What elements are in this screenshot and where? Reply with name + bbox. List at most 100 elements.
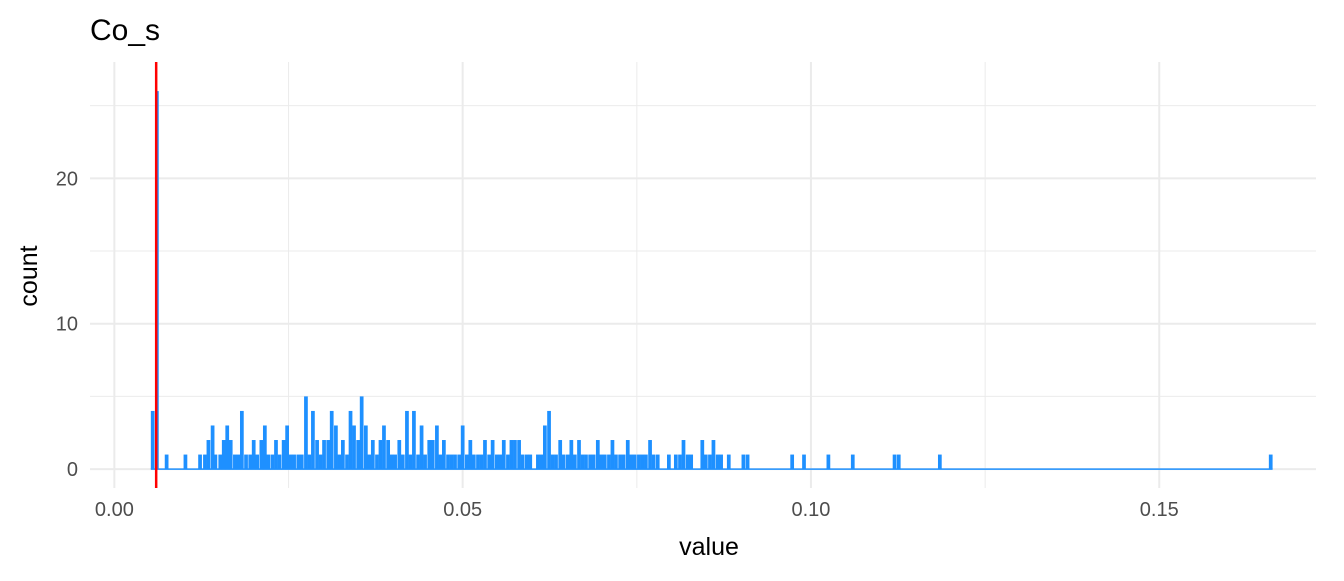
histogram-bar xyxy=(326,440,331,470)
histogram-bar xyxy=(315,440,319,470)
histogram-bar xyxy=(850,454,855,470)
y-tick-label: 0 xyxy=(67,459,78,481)
histogram-bar xyxy=(572,454,577,470)
histogram-bar xyxy=(430,440,435,470)
histogram-bar xyxy=(468,440,473,470)
histogram-bar xyxy=(363,425,368,470)
histogram-bar xyxy=(423,454,427,470)
histogram-bar xyxy=(577,440,581,470)
y-tick-label: 10 xyxy=(56,314,78,336)
histogram-bar xyxy=(703,454,708,470)
histogram-bar xyxy=(397,440,402,470)
histogram-bar xyxy=(367,454,372,470)
histogram-bar xyxy=(464,454,469,470)
histogram-bar xyxy=(285,425,289,470)
histogram-bar xyxy=(892,454,897,470)
histogram-bar xyxy=(322,440,326,470)
chart-title: Co_s xyxy=(90,14,160,47)
histogram-bar xyxy=(528,454,533,470)
histogram-bar xyxy=(270,454,275,470)
histogram-bar xyxy=(277,454,282,470)
histogram-bar xyxy=(937,454,942,470)
histogram-bar xyxy=(595,440,600,470)
histogram-bar xyxy=(476,454,480,470)
histogram-bar xyxy=(745,454,750,470)
histogram-bar xyxy=(607,454,611,470)
histogram-bar xyxy=(584,454,588,470)
histogram-bar xyxy=(673,454,678,470)
histogram-bar xyxy=(225,425,230,470)
histogram-bar xyxy=(345,454,349,470)
histogram-bar xyxy=(896,454,901,470)
histogram-bar xyxy=(378,440,383,470)
histogram-bar xyxy=(206,440,211,470)
histogram-bar xyxy=(356,440,361,470)
histogram-bar xyxy=(203,454,207,470)
histogram-bar xyxy=(442,440,446,470)
histogram-bar xyxy=(602,454,607,470)
histogram-bar xyxy=(506,454,510,470)
histogram-bar xyxy=(543,425,547,470)
grid xyxy=(90,62,1316,488)
histogram-bar xyxy=(233,454,237,470)
histogram-bar xyxy=(681,440,686,470)
histogram-bar xyxy=(318,454,323,470)
histogram-bar xyxy=(632,454,637,470)
histogram-bar xyxy=(708,454,712,470)
histogram-bar xyxy=(826,454,831,470)
histogram-bar xyxy=(479,454,484,470)
histogram-bar xyxy=(678,454,682,470)
histogram-bar xyxy=(435,425,439,470)
histogram-bar xyxy=(164,454,169,470)
histogram-bar xyxy=(150,410,155,470)
histogram-bar xyxy=(292,454,296,470)
histogram-bar xyxy=(621,454,626,470)
histogram-bar xyxy=(711,440,716,470)
histogram-bar xyxy=(251,440,256,470)
histogram-bar xyxy=(614,454,618,470)
histogram-bar xyxy=(554,454,558,470)
tick-labels: 0.00 0.05 0.10 0.15 0 10 20 xyxy=(56,168,1179,521)
histogram-bar xyxy=(520,454,525,470)
histogram-bar xyxy=(307,454,312,470)
histogram-bar xyxy=(340,440,345,470)
histogram-bar xyxy=(449,454,454,470)
histogram-bar xyxy=(408,454,413,470)
histogram-bar xyxy=(281,440,286,470)
histogram-bar xyxy=(393,454,397,470)
histogram-bar xyxy=(588,454,593,470)
histogram-bar xyxy=(625,440,630,470)
histogram-bar xyxy=(334,425,338,470)
histogram-bar xyxy=(213,454,218,470)
histogram-bar xyxy=(266,454,271,470)
histogram-bar xyxy=(288,454,293,470)
histogram-bar xyxy=(386,440,391,470)
x-tick-label: 0.10 xyxy=(792,499,831,521)
histogram-bar xyxy=(382,425,386,470)
histogram-bar xyxy=(248,454,253,470)
histogram-bar xyxy=(352,425,356,470)
histogram-bar xyxy=(218,454,223,470)
histogram-bar xyxy=(259,440,264,470)
histogram-bar xyxy=(561,454,566,470)
histogram-bar xyxy=(655,454,660,470)
histogram-bar xyxy=(640,454,645,470)
histogram-bar xyxy=(1268,454,1273,470)
histogram-bar xyxy=(715,454,720,470)
histogram-bar xyxy=(637,454,641,470)
histogram-bar xyxy=(487,454,492,470)
histogram-bar xyxy=(726,454,731,470)
histogram-bar xyxy=(262,425,267,470)
x-tick-label: 0.00 xyxy=(95,499,134,521)
histogram-bar xyxy=(460,425,465,470)
histogram-bar xyxy=(591,454,596,470)
histogram-bar xyxy=(296,454,301,470)
histogram-bar xyxy=(370,440,375,470)
histogram-bar xyxy=(550,454,555,470)
histogram-bar xyxy=(648,440,652,470)
histogram-bar xyxy=(685,454,690,470)
histogram-bar xyxy=(244,454,248,470)
histogram-bar xyxy=(405,410,409,470)
